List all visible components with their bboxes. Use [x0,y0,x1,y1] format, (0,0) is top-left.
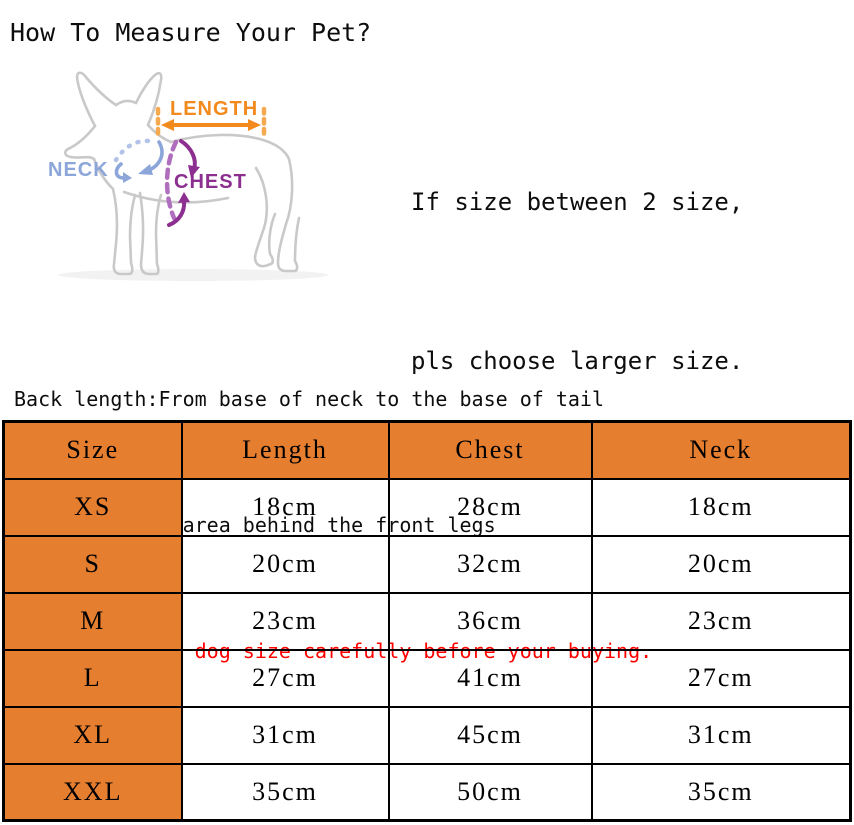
size-cell: XXL [2,762,183,822]
chest-cell: 45cm [387,705,593,765]
dog-face-snout [63,124,97,161]
table-row: L 27cm 41cm 27cm [2,648,852,708]
dog-outline [63,71,301,276]
note-back-length: Back length:From base of neck to the bas… [14,387,605,411]
size-cell: XS [2,477,183,537]
neck-cell: 35cm [590,762,852,822]
neck-measure-icon: NECK [48,138,164,183]
size-cell: M [2,591,183,651]
table-row: XXL 35cm 50cm 35cm [2,762,852,822]
length-arrowhead-left [161,119,174,131]
column-header-length: Length [180,420,390,480]
chest-arrowhead-bottom [178,192,190,203]
neck-cell: 23cm [590,591,852,651]
neck-small-curve [114,162,126,180]
chest-cell: 36cm [387,591,593,651]
ground-shadow [58,269,328,281]
table-row: XL 31cm 45cm 31cm [2,705,852,765]
neck-cell: 31cm [590,705,852,765]
chest-cell: 41cm [387,648,593,708]
chest-cell: 32cm [387,534,593,594]
neck-cell: 20cm [590,534,852,594]
chest-arrow-top [179,139,197,171]
size-advice: If size between 2 size, pls choose large… [411,70,743,441]
table-row: M 23cm 36cm 23cm [2,591,852,651]
dog-left-ear [75,71,118,128]
chest-dashed-arc [164,139,179,221]
length-measure-icon: LENGTH [155,98,267,142]
dog-rear-thigh [253,166,277,268]
neck-label: NECK [48,159,109,181]
neck-arrowhead [138,164,153,175]
size-chart-table: Size Length Chest Neck XS 18cm 28cm 18cm… [2,420,852,822]
chest-arrowhead-top [188,165,200,178]
chest-cell: 28cm [387,477,593,537]
dog-head-top [114,99,138,107]
column-header-chest: Chest [387,420,593,480]
neck-cell: 18cm [590,477,852,537]
neck-dotted-arc [113,138,152,163]
dog-measurement-svg: LENGTH NECK CHEST [48,71,328,281]
neck-cell: 27cm [590,648,852,708]
length-arrowhead-right [248,119,261,131]
neck-small-arrowhead [123,172,132,183]
dog-front-leg-near [111,187,137,276]
length-cell: 18cm [180,477,390,537]
chest-measure-icon: CHEST [164,139,247,227]
chest-label: CHEST [174,171,247,193]
dog-right-ear [134,71,163,127]
dog-measurement-diagram: LENGTH NECK CHEST [28,68,360,294]
length-cell: 27cm [180,648,390,708]
table-row: XS 18cm 28cm 18cm [2,477,852,537]
column-header-neck: Neck [590,420,852,480]
length-label: LENGTH [170,98,258,120]
page-title: How To Measure Your Pet? [10,18,372,47]
length-cell: 31cm [180,705,390,765]
size-cell: S [2,534,183,594]
length-cell: 20cm [180,534,390,594]
size-cell: XL [2,705,183,765]
column-header-size: Size [2,420,183,480]
chest-arrow-bottom [167,199,187,227]
dog-jaw-chest [92,157,115,191]
advice-line-1: If size between 2 size, [411,188,744,216]
chest-cell: 50cm [387,762,593,822]
table-row: S 20cm 32cm 20cm [2,534,852,594]
advice-line-2: pls choose larger size. [411,347,744,375]
length-cell: 35cm [180,762,390,822]
length-cell: 23cm [180,591,390,651]
dog-front-leg-far [138,191,163,276]
dog-back [169,133,291,161]
dog-rump-rear-leg [276,157,301,273]
header-row: Size Length Chest Neck [2,420,852,480]
size-cell: L [2,648,183,708]
